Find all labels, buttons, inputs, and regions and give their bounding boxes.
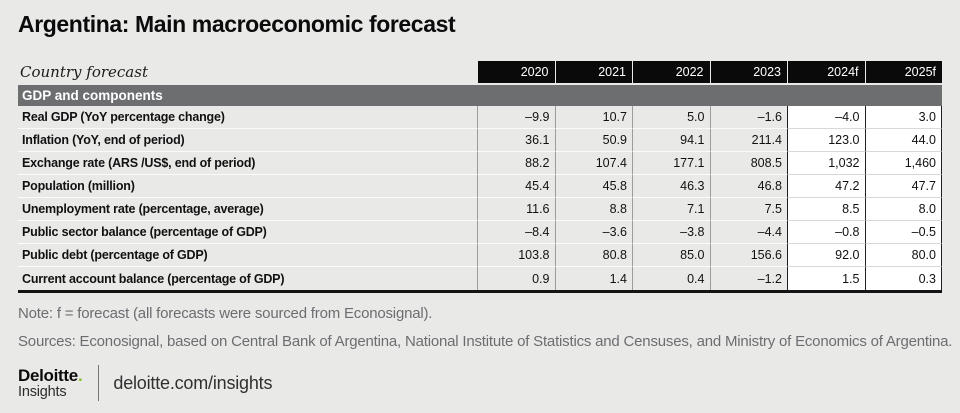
cell-value: 85.0 xyxy=(632,244,710,267)
cell-value-forecast: –0.8 xyxy=(787,221,865,244)
cell-value: 36.1 xyxy=(477,129,555,152)
cell-value: 7.1 xyxy=(632,198,710,221)
cell-value-forecast: 47.7 xyxy=(864,175,942,198)
cell-value: 0.9 xyxy=(477,267,555,290)
cell-value: 177.1 xyxy=(632,152,710,175)
year-column-header: 2023 xyxy=(709,61,787,83)
cell-value: 46.3 xyxy=(632,175,710,198)
row-label: Real GDP (YoY percentage change) xyxy=(18,106,477,129)
cell-value: 8.8 xyxy=(554,198,632,221)
cell-value: 50.9 xyxy=(554,129,632,152)
cell-value-forecast: 1,460 xyxy=(864,152,942,175)
cell-value: 808.5 xyxy=(709,152,787,175)
row-label: Inflation (YoY, end of period) xyxy=(18,129,477,152)
row-label: Current account balance (percentage of G… xyxy=(22,271,285,286)
year-column-header: 2022 xyxy=(632,61,710,83)
year-column-header: 2021 xyxy=(554,61,632,83)
year-column-header: 2025f xyxy=(864,61,942,83)
cell-value-forecast: 8.5 xyxy=(787,198,865,221)
cell-value: 7.5 xyxy=(709,198,787,221)
footer-divider xyxy=(98,365,100,401)
cell-value: 1.4 xyxy=(554,267,632,290)
row-label: Population (million) xyxy=(18,175,477,198)
cell-value-forecast: –4.0 xyxy=(787,106,865,129)
table-corner-label: Country forecast xyxy=(20,63,148,81)
cell-value: 0.4 xyxy=(632,267,710,290)
cell-value-forecast: 92.0 xyxy=(787,244,865,267)
cell-value: 45.4 xyxy=(477,175,555,198)
cell-value-forecast: –0.5 xyxy=(864,221,942,244)
year-column-header: 2024f xyxy=(787,61,865,83)
cell-value-forecast: 44.0 xyxy=(864,129,942,152)
cell-value: 156.6 xyxy=(709,244,787,267)
cell-value: 107.4 xyxy=(554,152,632,175)
cell-value-forecast: 80.0 xyxy=(864,244,942,267)
deloitte-insights-logo: Deloitte. Insights xyxy=(18,365,83,400)
cell-value: –8.4 xyxy=(477,221,555,244)
cell-value-forecast: 1.5 xyxy=(787,267,865,290)
brand-subtitle: Insights xyxy=(18,383,67,400)
sources-text: Sources: Econosignal, based on Central B… xyxy=(18,333,953,350)
brand-green-dot-icon: . xyxy=(77,365,83,385)
cell-value: 11.6 xyxy=(477,198,555,221)
footer: Deloitte. Insights deloitte.com/insights xyxy=(18,364,272,402)
brand-wordmark: Deloitte. xyxy=(18,365,83,385)
cell-value: 45.8 xyxy=(554,175,632,198)
row-label: Public sector balance (percentage of GDP… xyxy=(18,221,477,244)
cell-value-forecast: 0.3 xyxy=(864,267,942,290)
forecast-table: Country forecast 2020 2021 2022 2023 202… xyxy=(18,61,942,293)
cell-value-forecast: 1,032 xyxy=(787,152,865,175)
note-text: Note: f = forecast (all forecasts were s… xyxy=(18,305,433,322)
cell-value-forecast: 8.0 xyxy=(864,198,942,221)
cell-value: –1.6 xyxy=(709,106,787,129)
row-label: Public debt (percentage of GDP) xyxy=(18,244,477,267)
cell-value: 10.7 xyxy=(554,106,632,129)
cell-value: 103.8 xyxy=(477,244,555,267)
cell-value: 94.1 xyxy=(632,129,710,152)
cell-value: 80.8 xyxy=(554,244,632,267)
figure-title: Argentina: Main macroeconomic forecast xyxy=(18,11,456,37)
row-label: Unemployment rate (percentage, average) xyxy=(18,198,477,221)
section-header: GDP and components xyxy=(18,83,942,106)
cell-value: 46.8 xyxy=(709,175,787,198)
cell-value: –3.6 xyxy=(554,221,632,244)
insights-url: deloitte.com/insights xyxy=(113,372,273,393)
cell-value-forecast: 123.0 xyxy=(787,129,865,152)
year-column-header: 2020 xyxy=(477,61,555,83)
cell-value: 5.0 xyxy=(632,106,710,129)
cell-value: –4.4 xyxy=(709,221,787,244)
cell-value: 88.2 xyxy=(477,152,555,175)
cell-value-forecast: 3.0 xyxy=(864,106,942,129)
cell-value: –9.9 xyxy=(477,106,555,129)
cell-value: 211.4 xyxy=(709,129,787,152)
cell-value-forecast: 47.2 xyxy=(787,175,865,198)
cell-value: –1.2 xyxy=(709,267,787,290)
cell-value: –3.8 xyxy=(632,221,710,244)
row-label: Exchange rate (ARS /US$, end of period) xyxy=(18,152,477,175)
